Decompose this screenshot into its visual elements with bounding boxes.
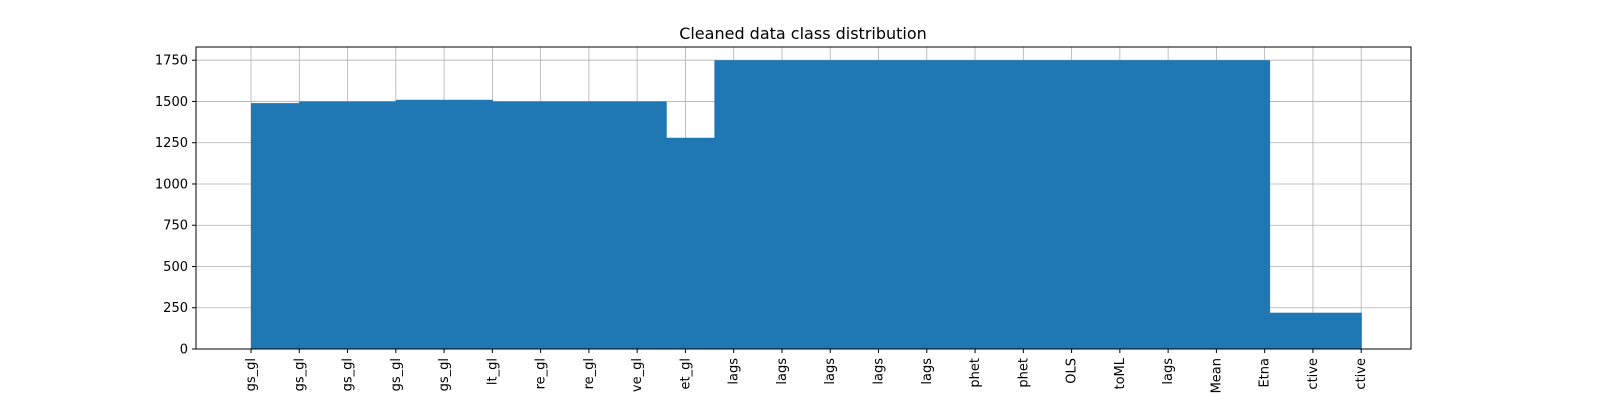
x-tick-label: lags — [823, 358, 838, 385]
bar — [1269, 312, 1362, 349]
x-tick-label: re_gl — [534, 358, 549, 389]
y-axis: 0 250 500 750 1000 1250 1500 1750 — [155, 54, 196, 358]
bar — [714, 60, 1271, 349]
x-axis: gs_gl gs_gl gs_gl gs_gl gs_gl lt_gl re_gl re_gl… — [244, 349, 1369, 393]
x-tick-label: lags — [775, 358, 790, 385]
x-tick-label: Etna — [1258, 358, 1273, 388]
bar — [299, 101, 397, 350]
x-tick-label: ctive — [1354, 358, 1369, 390]
x-tick-label: lt_gl — [485, 358, 500, 385]
y-tick-label: 750 — [163, 219, 188, 234]
y-tick-label: 1000 — [155, 177, 188, 192]
bars — [251, 60, 1362, 350]
y-tick-label: 250 — [163, 301, 188, 316]
x-tick-label: phet — [1016, 358, 1031, 388]
x-tick-label: et_gl — [678, 358, 693, 389]
y-tick-label: 1500 — [155, 95, 188, 110]
x-tick-label: re_gl — [582, 358, 597, 389]
x-tick-label: gs_gl — [292, 358, 307, 391]
x-tick-label: gs_gl — [341, 358, 356, 391]
y-tick-label: 500 — [163, 260, 188, 275]
x-tick-label: gs_gl — [244, 358, 259, 391]
y-tick-label: 0 — [180, 343, 188, 358]
x-tick-label: Mean — [1209, 358, 1224, 393]
bar — [251, 103, 300, 349]
y-tick-label: 1250 — [155, 136, 188, 151]
x-tick-label: lags — [727, 358, 742, 385]
x-tick-label: ctive — [1306, 358, 1321, 390]
x-tick-label: ve_gl — [630, 358, 645, 392]
x-tick-label: gs_gl — [389, 358, 404, 391]
plot-frame — [195, 46, 1412, 350]
x-tick-label: lags — [920, 358, 935, 385]
x-tick-label: toML — [1113, 357, 1128, 389]
bar — [666, 137, 715, 349]
x-tick-label: lags — [1161, 358, 1176, 385]
y-tick-label: 1750 — [155, 54, 188, 69]
bar — [492, 101, 667, 350]
bar — [395, 99, 493, 349]
x-tick-label: OLS — [1065, 358, 1080, 384]
chart-title: Cleaned data class distribution — [679, 24, 927, 43]
x-tick-label: gs_gl — [437, 358, 452, 391]
x-tick-label: phet — [968, 358, 983, 388]
x-tick-label: lags — [872, 358, 887, 385]
